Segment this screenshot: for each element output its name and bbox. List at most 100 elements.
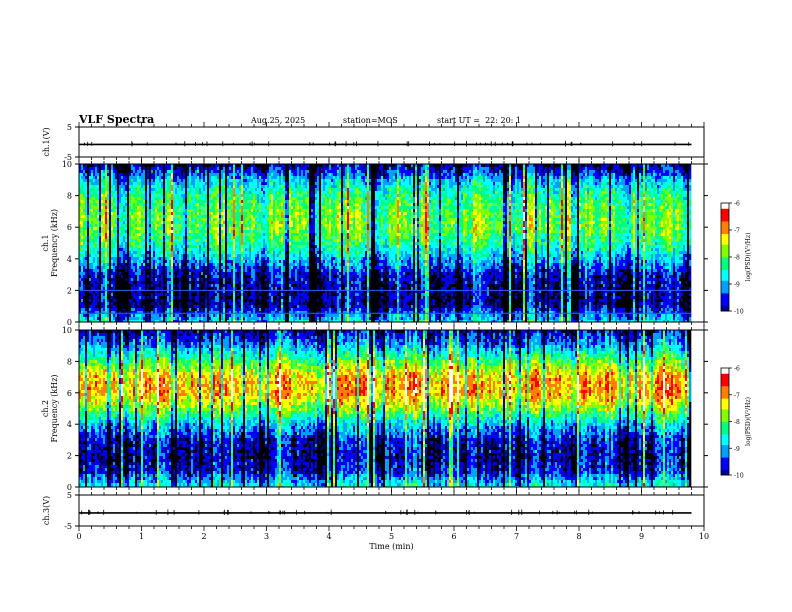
ch1-spectrogram-cell (143, 227, 146, 231)
ch1-spectrogram-cell (153, 203, 156, 207)
ch1-spectrogram-cell (161, 269, 164, 273)
ch1-spectrogram-cell (141, 209, 144, 213)
ch1-spectrogram-cell (199, 281, 202, 285)
ch1-spectrogram-cell (127, 182, 130, 186)
ch1-spectrogram-cell (193, 305, 196, 309)
ch1-spectrogram-cell (181, 188, 184, 192)
ch1-spectrogram-cell (245, 239, 248, 243)
ch1-spectrogram-cell (207, 182, 210, 186)
ch1-spectrogram-cell (229, 248, 232, 252)
ch1-spectrogram-cell (223, 164, 226, 168)
ch1-spectrogram-cell (215, 200, 218, 204)
ch1-spectrogram-cell (197, 218, 200, 222)
ch1-spectrogram-cell (257, 185, 260, 189)
ch1-spectrogram-cell (237, 245, 240, 249)
ch1-spectrogram-cell (147, 314, 150, 318)
ch1-spectrogram-cell (189, 188, 192, 192)
ch1-spectrogram-cell (233, 203, 236, 207)
ch1-spectrogram-cell (223, 197, 226, 201)
ch1-spectrogram-cell (143, 212, 146, 216)
ch1-spectrogram-cell (195, 191, 198, 195)
ch1-spectrogram-cell (227, 278, 230, 282)
ch1-spectrogram-cell (117, 206, 120, 210)
ch1-spectrogram-cell (95, 242, 98, 246)
ch1-spectrogram-cell (151, 197, 154, 201)
ch1-spectrogram-cell (121, 173, 124, 177)
ch1-spectrogram-cell (171, 293, 174, 297)
ch1-spectrogram-cell (141, 308, 144, 312)
ch1-spectrogram-cell (131, 194, 134, 198)
ch1-spectrogram-cell (177, 269, 180, 273)
ch1-spectrogram-cell (163, 173, 166, 177)
ch1-spectrogram-cell (149, 203, 152, 207)
ch1-spectrogram-cell (151, 308, 154, 312)
ch1-spectrogram-cell (87, 188, 90, 192)
ch1-spectrogram-cell (243, 284, 246, 288)
ch1-spectrogram-cell (183, 224, 186, 228)
ch1-spectrogram-cell (179, 236, 182, 240)
ch1-spectrogram-cell (187, 254, 190, 258)
ch1-spectrogram-cell (243, 266, 246, 270)
ch1-spectrogram-cell (189, 206, 192, 210)
ch1-spectrogram-cell (245, 191, 248, 195)
ch1-spectrogram-cell (159, 185, 162, 189)
ch1-spectrogram-cell (251, 173, 254, 177)
ch1-spectrogram-cell (231, 221, 234, 225)
ch1-spectrogram-cell (221, 284, 224, 288)
ch1-spectrogram-cell (199, 311, 202, 315)
ch1-spectrogram-cell (115, 269, 118, 273)
ch1-spectrogram-cell (123, 308, 126, 312)
ch1-spectrogram-cell (195, 251, 198, 255)
ch1-spectrogram-cell (139, 224, 142, 228)
ch1-spectrogram-cell (155, 251, 158, 255)
ch1-spectrogram-cell (163, 167, 166, 171)
ch1-spectrogram-cell (205, 245, 208, 249)
ch1-spectrogram-cell (147, 212, 150, 216)
ch1-spectrogram-cell (119, 176, 122, 180)
ch1-spectrogram-cell (139, 317, 142, 321)
ch1-spectrogram-cell (247, 254, 250, 258)
ch1-spectrogram-cell (95, 230, 98, 234)
ch1-spectrogram-cell (189, 236, 192, 240)
ch1-spectrogram-cell (155, 290, 158, 294)
ch1-spectrogram-cell (213, 239, 216, 243)
ch1-spectrogram-cell (83, 206, 86, 210)
ch1-spectrogram-cell (93, 311, 96, 315)
ch1-spectrogram-cell (179, 203, 182, 207)
ch1-spectrogram-cell (83, 230, 86, 234)
ch1-spectrogram-cell (183, 206, 186, 210)
ch1-spectrogram-cell (187, 284, 190, 288)
ch1-spectrogram-cell (173, 224, 176, 228)
ch1-spectrogram-cell (223, 293, 226, 297)
ch1-spectrogram-cell (167, 188, 170, 192)
ch1-spectrogram-cell (213, 203, 216, 207)
ch1-spectrogram-cell (245, 164, 248, 168)
ch1-spectrogram-cell (207, 311, 210, 315)
ch1-spectrogram-cell (133, 236, 136, 240)
ch1-spectrogram-cell (85, 206, 88, 210)
ch1-spectrogram-cell (151, 173, 154, 177)
ch1-spectrogram-cell (153, 287, 156, 291)
ch1-spectrogram-cell (171, 260, 174, 264)
ch1-spectrogram-cell (211, 281, 214, 285)
ch1-spectrogram-cell (123, 179, 126, 183)
ch1-spectrogram-cell (161, 257, 164, 261)
ch1-spectrogram-cell (227, 248, 230, 252)
ch1-spectrogram-cell (139, 221, 142, 225)
ch1-spectrogram-cell (105, 299, 108, 303)
ch1-spectrogram-cell (103, 236, 106, 240)
ch1-spectrogram-cell (221, 206, 224, 210)
ch1-spectrogram-cell (221, 278, 224, 282)
ch1-spectrogram-cell (169, 176, 172, 180)
ch1-spectrogram-cell (259, 209, 262, 213)
ch1-spectrogram-cell (161, 302, 164, 306)
ch1-spectrogram-cell (227, 254, 230, 258)
ch1-spectrogram-cell (167, 251, 170, 255)
ch1-spectrogram-cell (147, 266, 150, 270)
ch1-spectrogram-cell (171, 311, 174, 315)
ch1-spectrogram-cell (127, 248, 130, 252)
ch1-spectrogram-cell (203, 320, 206, 323)
ch1-spectrogram-cell (133, 194, 136, 198)
ch1-spectrogram-cell (247, 263, 250, 267)
ch1-spectrogram-cell (195, 263, 198, 267)
